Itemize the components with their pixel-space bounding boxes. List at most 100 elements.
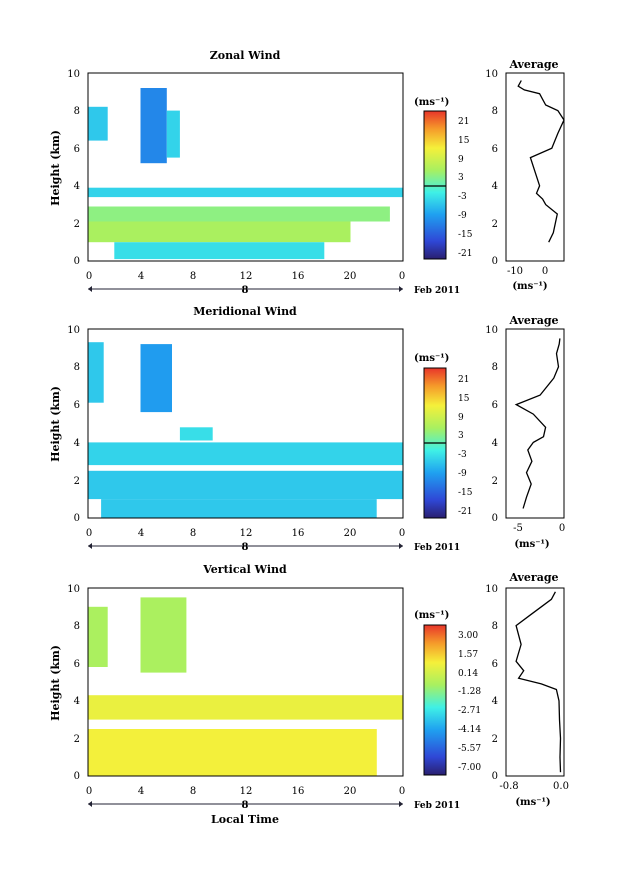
x-tick-label: 8 xyxy=(190,271,196,282)
y-tick-label: 4 xyxy=(492,438,498,449)
x-tick-label: 12 xyxy=(240,528,253,539)
heatmap-cell xyxy=(101,499,377,518)
x-tick-label: 0 xyxy=(399,528,405,539)
y-tick-label: 6 xyxy=(74,400,80,411)
y-tick-label: 4 xyxy=(492,696,498,707)
date-label: Feb 2011 xyxy=(414,543,460,553)
colorbar-tick-label: -2.71 xyxy=(458,706,481,716)
avg-x-tick-label: 0 xyxy=(542,266,548,277)
y-tick-label: 8 xyxy=(492,106,498,117)
y-tick-label: 8 xyxy=(492,621,498,632)
y-tick-label: 8 xyxy=(74,621,80,632)
x-tick-label: 16 xyxy=(292,786,305,797)
colorbar-tick-label: 3 xyxy=(458,431,464,441)
colorbar-tick-label: 9 xyxy=(458,155,464,165)
heatmap-cell xyxy=(140,344,172,413)
x-tick-label: 8 xyxy=(190,786,196,797)
colorbar-unit: (ms⁻¹) xyxy=(414,353,449,364)
avg-x-tick-label: -5 xyxy=(513,523,523,534)
avg-frame xyxy=(505,587,565,777)
x-tick-label: 0 xyxy=(86,786,92,797)
y-tick-label: 2 xyxy=(492,219,498,230)
heatmap-zonal xyxy=(88,88,403,260)
y-tick-label: 10 xyxy=(485,584,498,595)
y-tick-label: 6 xyxy=(74,144,80,155)
heatmap-meridional xyxy=(88,342,403,518)
x-axis-ticks: 0 4 8 12 16 20 0 xyxy=(86,528,405,539)
colorbar-tick-label: -3 xyxy=(458,192,467,202)
avg-y-ticks: 0 2 4 6 8 10 xyxy=(485,325,498,524)
y-axis-ticks: 0 2 4 6 8 10 xyxy=(67,325,80,524)
plot-frame xyxy=(87,328,404,519)
panel-vertical: Vertical Wind Height (km) 0 2 4 6 8 10 0… xyxy=(49,563,569,826)
y-tick-label: 2 xyxy=(74,476,80,487)
heatmap-cell xyxy=(166,110,180,158)
colorbar-tick-label: 21 xyxy=(458,375,469,385)
y-tick-label: 4 xyxy=(74,181,80,192)
y-tick-label: 0 xyxy=(74,771,80,782)
x-tick-label: 20 xyxy=(344,271,357,282)
avg-unit: (ms⁻¹) xyxy=(512,281,547,292)
heatmap-cell xyxy=(140,597,187,673)
colorbar-tick-label: -15 xyxy=(458,488,473,498)
y-tick-label: 6 xyxy=(74,659,80,670)
colorbar-tick-label: -3 xyxy=(458,450,467,460)
panel-zonal: Zonal Wind Height (km) 0 2 4 6 8 10 0 4 … xyxy=(49,49,565,296)
heatmap-cell xyxy=(88,606,108,667)
colorbar-tick-label: 1.57 xyxy=(458,650,478,660)
colorbar-tick-label: 15 xyxy=(458,136,470,146)
x-tick-label: 20 xyxy=(344,528,357,539)
y-tick-label: 2 xyxy=(74,734,80,745)
avg-frame xyxy=(505,72,565,262)
panel-title: Zonal Wind xyxy=(210,49,281,62)
avg-frame xyxy=(505,328,565,519)
x-tick-label: 4 xyxy=(138,786,144,797)
colorbar xyxy=(423,110,447,260)
day-label: 8 xyxy=(242,542,249,553)
heatmap-cell xyxy=(88,221,351,243)
x-tick-label: 8 xyxy=(190,528,196,539)
day-label: 8 xyxy=(242,285,249,296)
avg-title: Average xyxy=(508,571,558,584)
x-axis-label: Local Time xyxy=(211,813,279,826)
y-tick-label: 10 xyxy=(485,325,498,336)
heatmap-cell xyxy=(88,187,403,198)
avg-y-ticks: 0 2 4 6 8 10 xyxy=(485,584,498,782)
colorbar-unit: (ms⁻¹) xyxy=(414,610,449,621)
avg-profile-line xyxy=(517,80,565,243)
colorbar-tick-label: 0.14 xyxy=(458,669,478,679)
colorbar-tick-label: 3 xyxy=(458,173,464,183)
heatmap-cell xyxy=(88,106,108,141)
plot-frame xyxy=(87,72,404,262)
avg-x-tick-label: -0.8 xyxy=(499,781,518,792)
y-tick-label: 6 xyxy=(492,144,498,155)
y-tick-label: 0 xyxy=(74,513,80,524)
date-label: Feb 2011 xyxy=(414,286,460,296)
heatmap-vertical xyxy=(88,597,403,776)
colorbar-tick-label: -4.14 xyxy=(458,725,481,735)
avg-unit: (ms⁻¹) xyxy=(514,539,549,550)
colorbar-tick-label: -21 xyxy=(458,507,473,517)
avg-x-tick-label: 0 xyxy=(559,523,565,534)
colorbar-tick-label: -1.28 xyxy=(458,687,481,697)
y-tick-label: 0 xyxy=(492,256,498,267)
y-tick-label: 6 xyxy=(492,400,498,411)
y-tick-label: 10 xyxy=(67,69,80,80)
day-label: 8 xyxy=(242,800,249,811)
plot-frame xyxy=(87,587,404,777)
x-tick-label: 0 xyxy=(86,271,92,282)
y-tick-label: 10 xyxy=(67,584,80,595)
colorbar-ticks: 21 15 9 3 -3 -9 -15 -21 xyxy=(458,375,473,517)
heatmap-cell xyxy=(88,470,403,500)
y-axis-ticks: 0 2 4 6 8 10 xyxy=(67,69,80,267)
y-tick-label: 0 xyxy=(492,771,498,782)
y-axis-ticks: 0 2 4 6 8 10 xyxy=(67,584,80,782)
colorbar xyxy=(423,624,447,776)
date-label: Feb 2011 xyxy=(414,801,460,811)
y-axis-label: Height (km) xyxy=(49,645,62,721)
colorbar-tick-label: 9 xyxy=(458,413,464,423)
y-tick-label: 8 xyxy=(492,362,498,373)
panel-title: Meridional Wind xyxy=(193,305,297,318)
heatmap-cell xyxy=(140,88,167,164)
heatmap-cell xyxy=(88,206,390,222)
